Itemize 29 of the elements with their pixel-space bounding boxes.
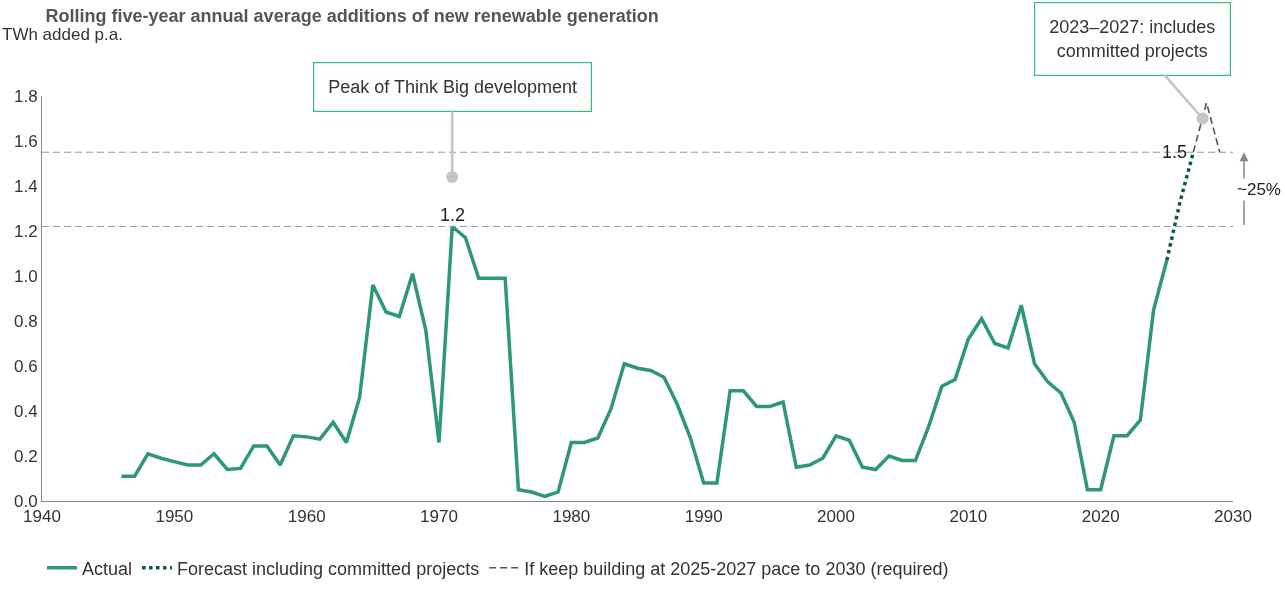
x-tick-label: 1990: [684, 507, 723, 527]
y-tick-label: 0.6: [13, 356, 38, 376]
x-tick-label: 2000: [817, 507, 855, 527]
annotation: 1.5: [1162, 142, 1188, 162]
text: ~25%: [1237, 180, 1281, 199]
annotation: Peak of Think Big development: [328, 77, 578, 98]
annotation: 1.2: [440, 205, 466, 225]
x-tick-label: 1970: [420, 507, 458, 527]
legend-label: Actual: [82, 558, 133, 579]
annotation: 2023–2027: includes committed projects: [1049, 17, 1216, 61]
x-tick-label: 1980: [552, 507, 591, 527]
legend-label: If keep building at 2025-2027 pace to 2030 (required): [524, 558, 949, 579]
x-tick-label: 1950: [155, 507, 194, 527]
x-tick-label: 2020: [1081, 507, 1120, 527]
legend-label: Forecast including committed projects: [177, 558, 480, 579]
chart-subtitle: TWh added p.a.: [2, 25, 123, 44]
y-tick-label: 1.2: [13, 221, 38, 241]
x-tick-label: 2010: [949, 507, 988, 527]
y-tick-label: 1.6: [13, 131, 38, 151]
y-tick-label: 1.0: [13, 266, 38, 286]
x-tick-label: 2030: [1214, 507, 1252, 527]
y-tick-label: 1.8: [13, 86, 38, 106]
y-tick-label: 0.8: [13, 311, 38, 331]
y-tick-label: 1.4: [13, 176, 38, 196]
x-tick-label: 1960: [287, 507, 326, 527]
y-tick-label: 0.4: [13, 401, 38, 421]
y-tick-label: 0.2: [13, 446, 38, 466]
chart-title: Rolling five-year annual average additions of new renewable generation: [45, 5, 659, 26]
line-series: [119, 224, 1169, 499]
